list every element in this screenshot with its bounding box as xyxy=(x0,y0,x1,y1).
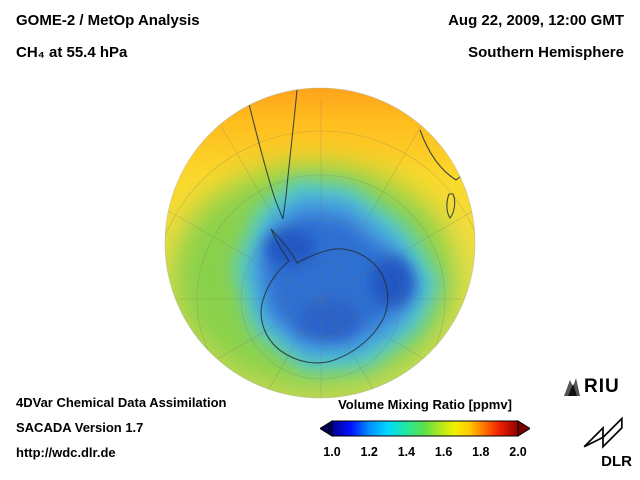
dlr-emblem-icon xyxy=(583,416,623,449)
colorbar-title: Volume Mixing Ratio [ppmv] xyxy=(338,397,512,412)
colorbar: Volume Mixing Ratio [ppmv] xyxy=(319,397,531,460)
colorbar-right-arrow xyxy=(517,420,531,437)
tick-label: 1.8 xyxy=(472,445,490,459)
footer-credits: 4DVar Chemical Data Assimilation SACADA … xyxy=(16,395,227,470)
hemisphere-label: Southern Hemisphere xyxy=(468,44,624,61)
colorbar-gradient xyxy=(319,420,531,437)
antarctica-outline xyxy=(260,228,389,364)
tick-label: 1.6 xyxy=(434,445,453,459)
south-america-east-coast xyxy=(282,89,298,220)
colorbar-tick-labels: 1.0 1.2 1.4 1.6 1.8 2.0 xyxy=(323,445,526,460)
colorbar-left-arrow xyxy=(319,420,333,437)
riu-logo: RIU xyxy=(564,376,620,398)
header-right: Aug 22, 2009, 12:00 GMT Southern Hemisph… xyxy=(448,12,624,61)
url-label: http://wdc.dlr.de xyxy=(16,445,116,460)
figure-title: GOME-2 / MetOp Analysis xyxy=(16,12,200,29)
low-ch4-patch-2 xyxy=(370,256,414,308)
datetime-label: Aug 22, 2009, 12:00 GMT xyxy=(448,12,624,29)
globe-rim xyxy=(164,87,476,399)
madagascar-outline xyxy=(446,193,456,219)
version-label: SACADA Version 1.7 xyxy=(16,420,144,435)
tick-label: 1.2 xyxy=(360,445,378,459)
riu-logo-text: RIU xyxy=(584,376,620,397)
tick-label: 1.4 xyxy=(397,445,416,459)
tick-label: 1.0 xyxy=(323,445,341,459)
south-america-west-coast xyxy=(248,103,284,220)
coastlines xyxy=(248,89,475,364)
low-ch4-patch-3 xyxy=(300,300,360,340)
riu-peak-icon xyxy=(564,378,580,396)
low-ch4-patch-1 xyxy=(264,230,316,266)
colorbar-scale xyxy=(331,420,519,437)
header-left: GOME-2 / MetOp Analysis CH₄ at 55.4 hPa xyxy=(16,12,200,61)
map-field xyxy=(165,88,475,398)
dlr-logo: DLR xyxy=(566,408,632,470)
tick-label: 2.0 xyxy=(509,445,527,459)
africa-outline xyxy=(419,129,475,181)
dlr-logo-text: DLR xyxy=(601,453,632,470)
figure-subtitle: CH₄ at 55.4 hPa xyxy=(16,44,128,61)
assimilation-label: 4DVar Chemical Data Assimilation xyxy=(16,395,227,410)
